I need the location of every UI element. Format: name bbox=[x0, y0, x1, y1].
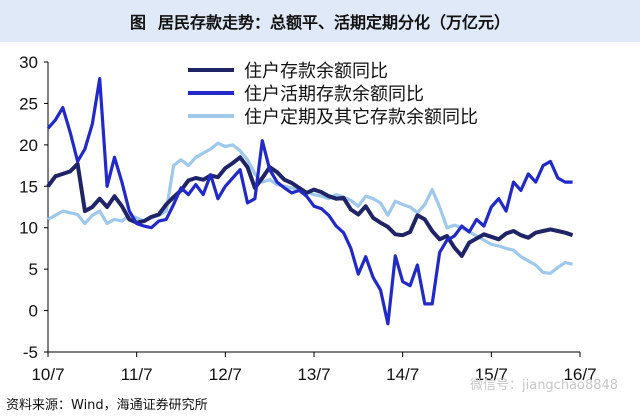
legend-label-1: 住户活期存款余额同比 bbox=[244, 84, 424, 105]
y-tick-label: 5 bbox=[29, 260, 38, 279]
y-tick-label: 25 bbox=[19, 94, 38, 113]
series-line-2 bbox=[47, 141, 573, 275]
y-tick-label: 20 bbox=[19, 136, 38, 155]
y-tick-label: 30 bbox=[19, 53, 38, 72]
x-tick-label: 11/7 bbox=[121, 365, 153, 384]
y-tick-label: 15 bbox=[19, 177, 38, 196]
y-tick-label: 0 bbox=[29, 302, 38, 321]
watermark: 微信号：jiangchao8848 bbox=[470, 378, 619, 393]
series-line-1 bbox=[46, 77, 573, 326]
x-tick-label: 13/7 bbox=[297, 365, 330, 384]
x-tick-label: 16/7 bbox=[563, 365, 596, 384]
x-tick-label: 12/7 bbox=[209, 365, 242, 384]
x-tick-label: 15/7 bbox=[475, 365, 508, 384]
x-tick-label: 14/7 bbox=[386, 365, 419, 384]
legend-label-2: 住户定期及其它存款余额同比 bbox=[244, 107, 478, 128]
source-note: 资料来源：Wind，海通证券研究所 bbox=[6, 398, 208, 413]
chart-title: 居民存款走势：总额平、活期定期分化（万亿元） bbox=[158, 13, 511, 32]
y-tick-label: 10 bbox=[19, 219, 38, 238]
y-tick-label: -5 bbox=[23, 343, 38, 362]
chart-title-bar: 图 居民存款走势：总额平、活期定期分化（万亿元） bbox=[0, 0, 640, 42]
line-chart: -5 0 5 10 15 20 25 30 10/7 11/7 12/7 13/7 14/7 15/7 16… bbox=[19, 53, 596, 384]
legend-label-0: 住户存款余额同比 bbox=[244, 61, 388, 82]
figure-label: 图 bbox=[129, 13, 146, 32]
x-tick-label: 10/7 bbox=[31, 365, 64, 384]
